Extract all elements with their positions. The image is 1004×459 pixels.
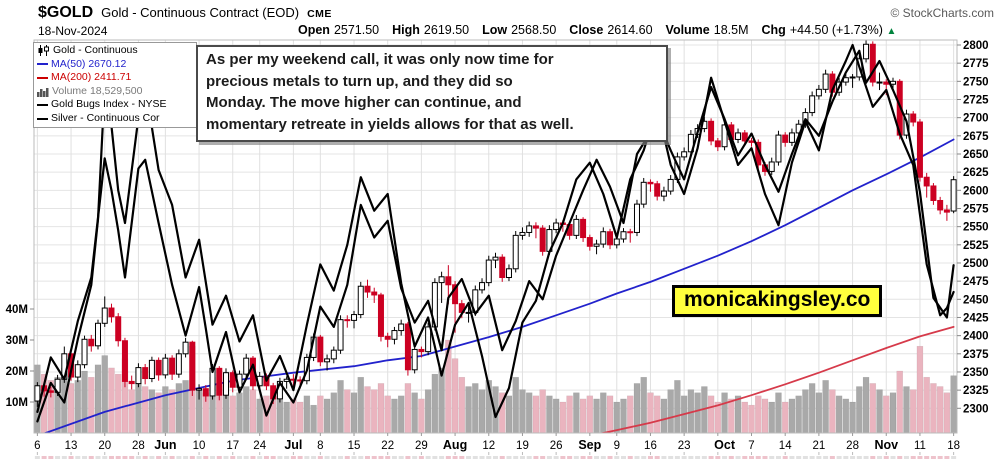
svg-text:Nov: Nov xyxy=(874,438,898,452)
svg-text:2325: 2325 xyxy=(963,385,989,397)
quote-change: Chg +44.50 (+1.73%) ▲ xyxy=(761,23,897,37)
plot-border xyxy=(33,39,958,434)
svg-text:2350: 2350 xyxy=(963,367,989,379)
svg-text:2775: 2775 xyxy=(963,58,989,70)
exchange-label: CME xyxy=(307,8,332,20)
quote-open: Open 2571.50 xyxy=(298,23,380,37)
ticker-symbol: $GOLD xyxy=(38,4,94,21)
svg-text:28: 28 xyxy=(846,440,859,452)
volume-axis-labels: 40M 30M 20M 10M xyxy=(6,304,34,409)
svg-text:Aug: Aug xyxy=(443,438,467,452)
ma200-line-icon xyxy=(37,76,48,79)
svg-text:20M: 20M xyxy=(6,366,28,378)
svg-text:2550: 2550 xyxy=(963,222,989,234)
svg-text:30M: 30M xyxy=(6,335,28,347)
svg-text:2650: 2650 xyxy=(963,149,989,161)
svg-text:29: 29 xyxy=(415,440,428,452)
svg-text:26: 26 xyxy=(550,440,563,452)
svg-text:10: 10 xyxy=(193,440,206,452)
svg-text:6: 6 xyxy=(34,440,40,452)
svg-text:10M: 10M xyxy=(6,397,28,409)
quote-volume: Volume 18.5M xyxy=(665,23,749,37)
svg-text:2450: 2450 xyxy=(963,294,989,306)
legend-item-gold-bugs-index: Gold Bugs Index - NYSE xyxy=(37,98,196,112)
legend-item-gold: Gold - Continuous xyxy=(37,44,196,58)
quote-high: High 2619.50 xyxy=(392,23,470,37)
svg-text:2425: 2425 xyxy=(963,312,989,324)
svg-text:7: 7 xyxy=(748,440,754,452)
chart-header: $GOLD Gold - Continuous Contract (EOD) C… xyxy=(38,4,332,22)
x-axis-labels: 6 13 20 28 Jun 10 17 24 Jul 8 15 22 29 Aug 12 19 26 Sep 9 1… xyxy=(34,433,960,452)
svg-text:2500: 2500 xyxy=(963,258,989,270)
volume-bars-icon xyxy=(37,87,49,97)
svg-text:11: 11 xyxy=(914,440,926,452)
svg-text:2625: 2625 xyxy=(963,167,989,179)
chart-legend: Gold - Continuous MA(50) 2670.12 MA(200)… xyxy=(33,42,197,128)
svg-text:19: 19 xyxy=(516,440,529,452)
price-axis-labels: 2800 2775 2750 2725 2700 2675 2650 2625 2600 2575… xyxy=(957,40,989,415)
svg-text:12: 12 xyxy=(482,440,495,452)
moving-average-lines xyxy=(42,138,955,433)
chart-date: 18-Nov-2024 xyxy=(38,24,108,38)
svg-text:2525: 2525 xyxy=(963,240,989,252)
svg-text:40M: 40M xyxy=(6,304,28,316)
svg-text:2400: 2400 xyxy=(963,331,989,343)
svg-text:2800: 2800 xyxy=(963,40,989,52)
svg-text:Jul: Jul xyxy=(284,438,302,452)
up-triangle-icon: ▲ xyxy=(886,26,897,37)
svg-text:2725: 2725 xyxy=(963,94,989,106)
hui-line-icon xyxy=(37,104,48,107)
svg-text:28: 28 xyxy=(132,440,145,452)
svg-text:23: 23 xyxy=(678,440,691,452)
svg-text:2575: 2575 xyxy=(963,203,989,215)
svg-text:13: 13 xyxy=(65,440,78,452)
stockcharts-copyright: © StockCharts.com xyxy=(890,6,994,20)
svg-text:15: 15 xyxy=(348,440,361,452)
candlestick-icon xyxy=(38,45,49,57)
legend-item-ma200: MA(200) 2411.71 xyxy=(37,71,196,85)
svg-text:2375: 2375 xyxy=(963,349,989,361)
svg-text:22: 22 xyxy=(381,440,394,452)
svg-text:2700: 2700 xyxy=(963,113,989,125)
legend-item-silver: Silver - Continuous Cor xyxy=(37,112,196,126)
quote-summary-row: Open 2571.50 High 2619.50 Low 2568.50 Close… xyxy=(298,23,896,37)
bottom-strip xyxy=(34,452,957,459)
svg-text:20: 20 xyxy=(98,440,111,452)
ma50-line-icon xyxy=(37,63,48,66)
svg-text:18: 18 xyxy=(947,440,960,452)
svg-text:24: 24 xyxy=(253,440,266,452)
svg-text:Sep: Sep xyxy=(578,438,601,452)
svg-text:8: 8 xyxy=(317,440,323,452)
legend-item-volume: Volume 18,529,500 xyxy=(37,85,196,99)
svg-text:9: 9 xyxy=(614,440,620,452)
svg-text:14: 14 xyxy=(779,440,792,452)
svg-text:2675: 2675 xyxy=(963,131,989,143)
silver-line-icon xyxy=(37,117,48,120)
svg-text:2600: 2600 xyxy=(963,185,989,197)
svg-text:Jun: Jun xyxy=(154,438,176,452)
quote-low: Low 2568.50 xyxy=(482,23,557,37)
svg-text:Oct: Oct xyxy=(714,438,736,452)
quote-close: Close 2614.60 xyxy=(569,23,653,37)
svg-text:2475: 2475 xyxy=(963,276,989,288)
svg-text:17: 17 xyxy=(226,440,239,452)
annotation-note: As per my weekend call, it was only now … xyxy=(196,45,668,142)
svg-text:16: 16 xyxy=(644,440,657,452)
legend-item-ma50: MA(50) 2670.12 xyxy=(37,58,196,72)
svg-text:2750: 2750 xyxy=(963,76,989,88)
volume-bars xyxy=(34,339,957,433)
svg-text:21: 21 xyxy=(812,440,825,452)
overlay-lines xyxy=(36,43,955,423)
instrument-description: Gold - Continuous Contract (EOD) xyxy=(101,5,300,20)
watermark-badge: monicakingsley.co xyxy=(672,285,883,317)
svg-text:2300: 2300 xyxy=(963,403,989,415)
